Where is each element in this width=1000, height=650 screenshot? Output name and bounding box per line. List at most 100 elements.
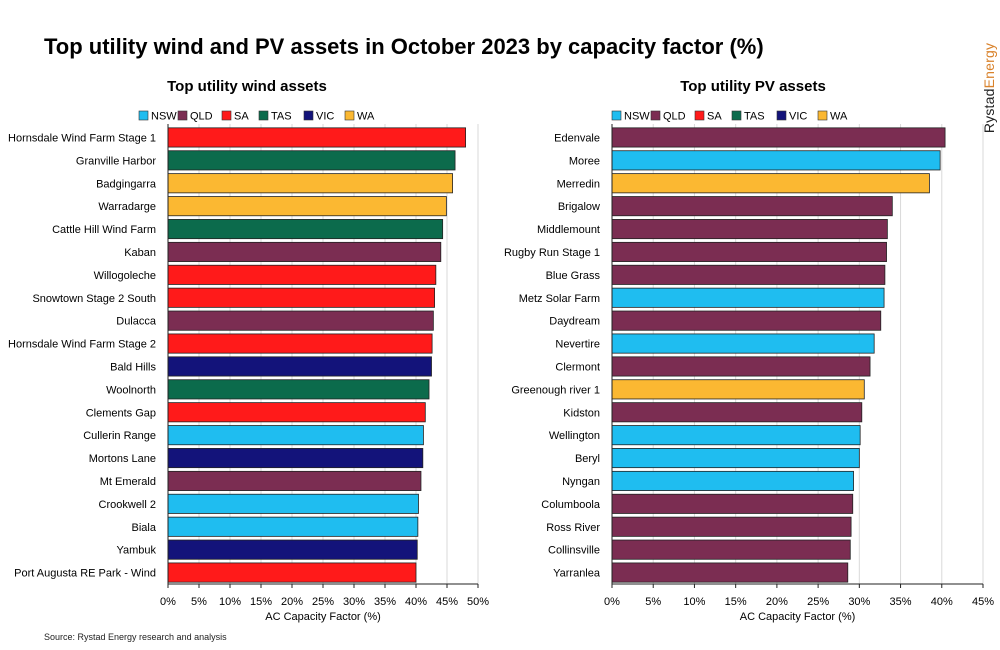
wind-category-label: Kaban — [124, 247, 156, 259]
wind-category-label: Mortons Lane — [89, 453, 156, 465]
pv-bar — [611, 196, 893, 217]
pv-bar — [611, 287, 885, 308]
source-note: Source: Rystad Energy research and analy… — [44, 632, 227, 642]
pv-x-tick-label: 25% — [807, 596, 829, 608]
wind-x-tick-label: 0% — [160, 596, 176, 608]
pv-bar — [611, 562, 849, 583]
pv-bar — [611, 356, 871, 377]
wind-category-label: Cullerin Range — [83, 430, 156, 442]
pv-x-tick-label: 20% — [766, 596, 788, 608]
wind-legend-swatch-vic — [303, 110, 314, 121]
wind-x-tick-label: 20% — [281, 596, 303, 608]
pv-legend-label-wa: WA — [830, 111, 848, 123]
pv-category-label: Metz Solar Farm — [519, 293, 600, 305]
wind-category-label: Port Augusta RE Park - Wind — [14, 568, 156, 580]
pv-category-label: Blue Grass — [546, 270, 601, 282]
pv-category-label: Clermont — [555, 361, 600, 373]
wind-legend-label-tas: TAS — [271, 111, 292, 123]
pv-legend-label-sa: SA — [707, 111, 722, 123]
pv-bar — [611, 127, 946, 148]
pv-category-label: Nevertire — [555, 339, 600, 351]
wind-chart: Top utility wind assets NSW QLD SA TAS VIC WA H… — [8, 78, 489, 623]
wind-category-label: Dulacca — [116, 316, 157, 328]
wind-category-label: Snowtown Stage 2 South — [32, 293, 156, 305]
pv-legend-swatch-sa — [694, 110, 705, 121]
pv-category-label: Middlemount — [537, 224, 600, 236]
pv-category-label: Wellington — [549, 430, 600, 442]
pv-category-label: Beryl — [575, 453, 600, 465]
pv-legend-label-vic: VIC — [789, 111, 807, 123]
pv-category-label: Merredin — [557, 178, 600, 190]
pv-bar — [611, 241, 887, 262]
pv-legend-label-qld: QLD — [663, 111, 686, 123]
pv-x-tick-label: 15% — [725, 596, 747, 608]
pv-bar — [611, 310, 882, 331]
wind-category-label: Mt Emerald — [100, 476, 156, 488]
pv-bar — [611, 219, 888, 240]
pv-legend-swatch-wa — [817, 110, 828, 121]
pv-x-tick-label: 0% — [604, 596, 620, 608]
wind-category-label: Crookwell 2 — [99, 499, 156, 511]
pv-bar — [611, 516, 852, 537]
pv-category-label: Collinsville — [548, 545, 600, 557]
pv-category-label: Ross River — [546, 522, 600, 534]
wind-category-label: Willogoleche — [94, 270, 156, 282]
wind-x-tick-label: 40% — [405, 596, 427, 608]
pv-bar — [611, 264, 886, 285]
pv-category-label: Nyngan — [562, 476, 600, 488]
pv-bar — [611, 379, 865, 400]
pv-legend-label-tas: TAS — [744, 111, 765, 123]
wind-legend-swatch-nsw — [138, 110, 149, 121]
pv-x-tick-label: 5% — [645, 596, 661, 608]
pv-chart-title: Top utility PV assets — [680, 78, 826, 95]
pv-category-label: Greenough river 1 — [511, 384, 600, 396]
wind-x-tick-label: 35% — [374, 596, 396, 608]
pv-category-label: Brigalow — [558, 201, 600, 213]
pv-x-tick-label: 45% — [972, 596, 994, 608]
pv-category-label: Daydream — [549, 316, 600, 328]
wind-x-tick-label: 50% — [467, 596, 489, 608]
wind-x-tick-label: 10% — [219, 596, 241, 608]
wind-legend-label-nsw: NSW — [151, 111, 177, 123]
pv-bar — [611, 402, 863, 423]
pv-bar — [611, 470, 854, 491]
wind-category-label: Granville Harbor — [76, 155, 156, 167]
pv-bar — [611, 425, 861, 446]
wind-category-label: Woolnorth — [106, 384, 156, 396]
pv-category-label: Edenvale — [554, 132, 600, 144]
pv-x-tick-label: 35% — [890, 596, 912, 608]
wind-x-tick-label: 15% — [250, 596, 272, 608]
pv-category-label: Kidston — [563, 407, 600, 419]
pv-category-label: Columboola — [541, 499, 601, 511]
pv-category-label: Moree — [569, 155, 600, 167]
wind-x-axis-title: AC Capacity Factor (%) — [265, 611, 381, 623]
wind-category-label: Bald Hills — [110, 361, 156, 373]
wind-legend-swatch-tas — [258, 110, 269, 121]
wind-category-label: Clements Gap — [86, 407, 156, 419]
pv-category-label: Yarranlea — [553, 568, 601, 580]
wind-x-tick-label: 25% — [312, 596, 334, 608]
pv-x-tick-label: 40% — [931, 596, 953, 608]
pv-bar — [611, 150, 941, 171]
wind-x-tick-label: 45% — [436, 596, 458, 608]
pv-x-tick-label: 10% — [683, 596, 705, 608]
pv-bar — [611, 333, 875, 354]
pv-x-axis-title: AC Capacity Factor (%) — [740, 611, 856, 623]
wind-legend-label-sa: SA — [234, 111, 249, 123]
wind-category-label: Cattle Hill Wind Farm — [52, 224, 156, 236]
pv-bar — [611, 539, 851, 560]
pv-category-label: Rugby Run Stage 1 — [504, 247, 600, 259]
pv-bar — [611, 448, 860, 469]
wind-legend-label-qld: QLD — [190, 111, 213, 123]
wind-chart-title: Top utility wind assets — [167, 78, 327, 95]
wind-x-tick-label: 30% — [343, 596, 365, 608]
wind-x-tick-label: 5% — [191, 596, 207, 608]
wind-category-label: Hornsdale Wind Farm Stage 1 — [8, 132, 156, 144]
pv-legend-swatch-qld — [650, 110, 661, 121]
wind-category-label: Hornsdale Wind Farm Stage 2 — [8, 339, 156, 351]
wind-legend-swatch-wa — [344, 110, 355, 121]
pv-bar — [611, 493, 854, 514]
wind-category-label: Biala — [132, 522, 157, 534]
pv-legend-label-nsw: NSW — [624, 111, 650, 123]
